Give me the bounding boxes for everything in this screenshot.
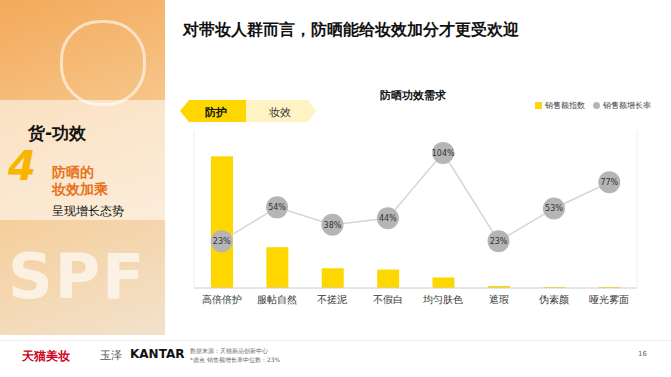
html-text:防晒功效需求: 防晒功效需求 [380,89,446,102]
svg-text:38%: 38% [324,221,342,230]
html-text:数据来源：天猫新品创新中心: 数据来源：天猫新品创新中心 [190,347,268,354]
html-text:SPF: SPF [8,240,147,313]
svg-text:遮瑕: 遮瑕 [489,294,509,305]
html-text:KANTAR: KANTAR [130,347,185,361]
svg-text:23%: 23% [213,237,231,246]
svg-text:104%: 104% [432,149,455,158]
html-text:16: 16 [638,350,647,358]
svg-text:哑光雾面: 哑光雾面 [589,294,629,305]
svg-text:54%: 54% [268,203,286,212]
html-text:货-功效: 货-功效 [28,123,87,143]
svg-text:服帖自然: 服帖自然 [257,294,297,305]
html-text:对带妆人群而言，防晒能给妆效加分才更受欢迎: 对带妆人群而言，防晒能给妆效加分才更受欢迎 [183,20,519,39]
svg-text:伪素颜: 伪素颜 [539,294,569,305]
html-text:玉泽: 玉泽 [100,349,122,362]
svg-text:不搓泥: 不搓泥 [317,294,347,305]
html-text:销售额指数: 销售额指数 [545,101,585,110]
svg-text:均匀肤色: 均匀肤色 [422,294,463,305]
svg-text:53%: 53% [545,204,563,213]
svg-text:77%: 77% [600,178,618,187]
svg-text:23%: 23% [490,237,508,246]
html-text:4: 4 [8,143,36,189]
html-text:*虚点 销售额增长率中位数：23%: *虚点 销售额增长率中位数：23% [190,356,281,363]
html-text:天猫美妆: 天猫美妆 [22,349,70,363]
html-text:销售额增长率: 销售额增长率 [603,101,651,110]
svg-text:44%: 44% [379,214,397,223]
html-text:呈现增长态势: 呈现增长态势 [52,204,124,218]
svg-text:防护: 防护 [205,106,227,119]
svg-text:高倍倍护: 高倍倍护 [202,294,242,305]
svg-text:不假白: 不假白 [373,294,403,305]
html-text:防晒的: 防晒的 [52,164,94,180]
svg-text:妆效: 妆效 [269,106,291,119]
html-text:妆效加乘: 妆效加乘 [52,181,108,197]
